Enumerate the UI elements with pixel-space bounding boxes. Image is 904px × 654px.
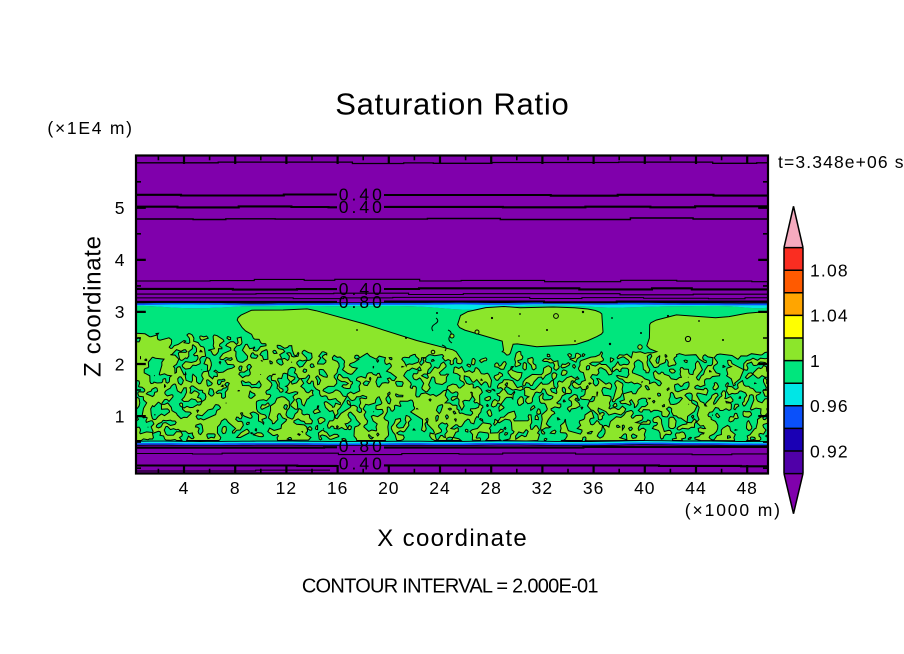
svg-text:(×1000 m): (×1000 m) <box>685 500 780 520</box>
svg-text:48: 48 <box>736 478 757 498</box>
svg-text:0.92: 0.92 <box>810 441 849 461</box>
svg-text:1: 1 <box>115 406 125 426</box>
svg-text:28: 28 <box>480 478 501 498</box>
svg-text:CONTOUR INTERVAL = 2.000E-01: CONTOUR INTERVAL = 2.000E-01 <box>302 576 599 598</box>
svg-text:24: 24 <box>429 478 450 498</box>
svg-text:Saturation Ratio: Saturation Ratio <box>335 87 569 122</box>
svg-text:8: 8 <box>230 478 241 498</box>
svg-text:1: 1 <box>810 351 821 371</box>
svg-text:X coordinate: X coordinate <box>377 525 526 552</box>
svg-text:Z coordinate: Z coordinate <box>80 236 107 377</box>
svg-text:4: 4 <box>179 478 190 498</box>
svg-text:20: 20 <box>378 478 399 498</box>
svg-text:t=3.348e+06 s: t=3.348e+06 s <box>778 152 904 172</box>
svg-text:4: 4 <box>115 250 125 270</box>
svg-text:2: 2 <box>115 354 125 374</box>
svg-text:0.96: 0.96 <box>810 396 849 416</box>
svg-text:(×1E4 m): (×1E4 m) <box>47 118 132 138</box>
svg-text:16: 16 <box>327 478 348 498</box>
svg-text:0.80: 0.80 <box>339 292 382 312</box>
svg-text:36: 36 <box>583 478 604 498</box>
svg-text:3: 3 <box>115 302 125 322</box>
svg-text:44: 44 <box>685 478 706 498</box>
svg-text:5: 5 <box>115 198 125 218</box>
svg-text:40: 40 <box>634 478 655 498</box>
svg-text:1.08: 1.08 <box>810 261 849 281</box>
svg-text:32: 32 <box>532 478 553 498</box>
svg-text:0.40: 0.40 <box>339 197 382 217</box>
svg-text:12: 12 <box>276 478 297 498</box>
svg-text:1.04: 1.04 <box>810 306 849 326</box>
svg-text:0.40: 0.40 <box>339 454 382 474</box>
